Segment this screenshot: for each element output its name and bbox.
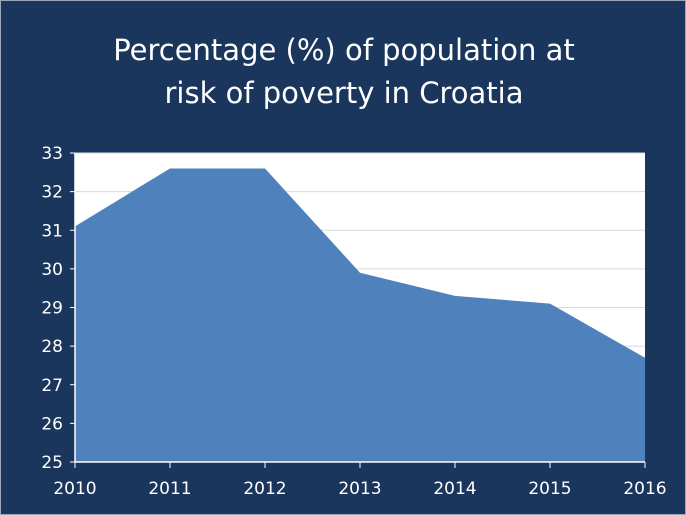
y-tick-label-28: 28 (41, 337, 63, 357)
y-tick-label-33: 33 (41, 144, 63, 164)
chart-title-line-2: risk of poverty in Croatia (164, 76, 524, 110)
y-tick-label-30: 30 (41, 260, 63, 280)
x-tick-label-2010: 2010 (53, 479, 96, 499)
y-tick-label-31: 31 (41, 221, 63, 241)
y-tick-label-26: 26 (41, 414, 63, 434)
x-tick-label-2016: 2016 (623, 479, 666, 499)
area-series (75, 168, 645, 462)
x-tick-label-2011: 2011 (148, 479, 191, 499)
x-tick-label-2012: 2012 (243, 479, 286, 499)
chart-title: Percentage (%) of population at risk of … (1, 29, 686, 115)
chart-title-line-1: Percentage (%) of population at (113, 33, 575, 67)
x-tick-label-2014: 2014 (433, 479, 476, 499)
y-tick-label-27: 27 (41, 376, 63, 396)
y-tick-label-32: 32 (41, 183, 63, 203)
x-tick-label-2015: 2015 (528, 479, 571, 499)
y-tick-label-29: 29 (41, 299, 63, 319)
x-tick-label-2013: 2013 (338, 479, 381, 499)
y-tick-label-25: 25 (41, 453, 63, 473)
